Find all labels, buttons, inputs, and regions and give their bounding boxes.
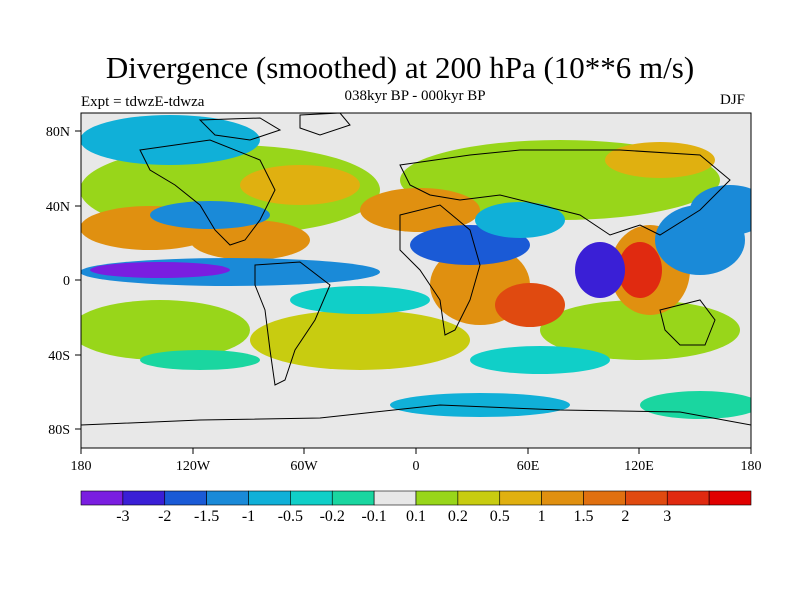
colorbar-label: -2 — [158, 508, 172, 525]
colorbar-swatch — [415, 490, 459, 506]
colorbar-swatch — [206, 490, 249, 506]
colorbar-label: 3 — [663, 508, 672, 525]
colorbar-swatch — [583, 490, 626, 506]
colorbar — [80, 490, 752, 506]
colorbar-swatch — [248, 490, 291, 506]
x-tick-label: 60W — [290, 459, 318, 474]
colorbar-label: -0.1 — [361, 508, 387, 525]
colorbar-label: -0.2 — [319, 508, 345, 525]
colorbar-swatch — [373, 490, 417, 506]
colorbar-swatch — [625, 490, 668, 506]
colorbar-label: 0.5 — [489, 508, 510, 525]
y-tick-label: 0 — [63, 274, 70, 289]
colorbar-swatch — [80, 490, 124, 506]
x-tick-label: 180 — [71, 459, 92, 474]
colorbar-label: 1.5 — [573, 508, 594, 525]
colorbar-label: 2 — [621, 508, 630, 525]
colorbar-swatch — [499, 490, 542, 506]
colorbar-swatch — [708, 490, 752, 506]
colorbar-label: 0.2 — [447, 508, 468, 525]
colorbar-swatch — [666, 490, 710, 506]
colorbar-label: -1 — [241, 508, 256, 525]
map-title: Divergence (smoothed) at 200 hPa (10**6 … — [105, 50, 695, 85]
colorbar-swatch — [290, 490, 333, 506]
colorbar-swatch — [122, 490, 166, 506]
map-subtitle: 038kyr BP - 000kyr BP — [344, 88, 486, 104]
experiment-label: Expt = tdwzE-tdwza — [81, 94, 205, 110]
colorbar-swatch — [164, 490, 207, 506]
colorbar-label: -1.5 — [193, 508, 220, 525]
y-tick-label: 80S — [48, 423, 70, 438]
colorbar-label: -0.5 — [277, 508, 304, 525]
x-tick-label: 120E — [624, 459, 654, 474]
x-tick-label: 120W — [176, 459, 211, 474]
colorbar-label: -3 — [116, 508, 130, 525]
colorbar-swatch — [331, 490, 375, 506]
colorbar-label: 1 — [537, 508, 546, 525]
coastlines — [81, 113, 751, 426]
season-label: DJF — [720, 92, 746, 108]
x-tick-label: 0 — [413, 459, 420, 474]
y-tick-label: 40N — [46, 200, 70, 215]
colorbar-swatch — [541, 490, 584, 506]
y-tick-label: 40S — [48, 349, 70, 364]
y-tick-label: 80N — [46, 125, 70, 140]
axis-ticks — [75, 130, 752, 454]
colorbar-swatch — [457, 490, 501, 506]
divergence-field — [81, 113, 751, 448]
colorbar-label: 0.1 — [406, 508, 426, 525]
x-tick-label: 60E — [517, 459, 540, 474]
x-tick-label: 180 — [741, 459, 762, 474]
